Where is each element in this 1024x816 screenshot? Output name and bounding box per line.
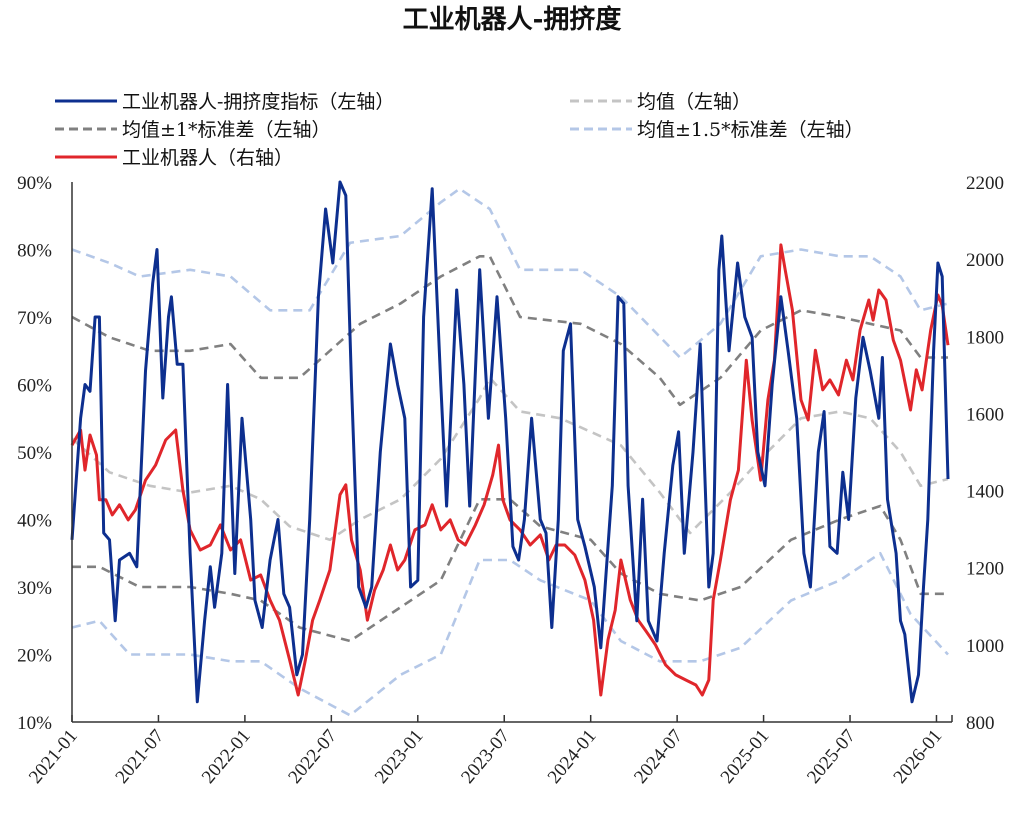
y-left-tick-label: 50% [17,443,52,464]
x-tick-label: 2024-07 [630,726,687,788]
x-tick-label: 2022-07 [284,726,341,788]
y-left-tick-label: 30% [17,578,52,599]
legend: 工业机器人-拥挤度指标（左轴） 工业机器人（右轴） 均值（左轴） 均值±1*标准差（左… [55,91,864,169]
y-right-tick-label: 1200 [966,559,1004,580]
y-left-tick-label: 40% [17,511,52,532]
series-line-1 [71,376,949,542]
y-right-tick-label: 1000 [966,636,1004,657]
legend-label: 工业机器人（右轴） [122,147,293,169]
y-right-tick-label: 2200 [966,173,1004,194]
series-layer [70,180,950,717]
y-left-tick-label: 80% [17,241,52,262]
chart-title: 工业机器人-拥挤度 [403,4,622,35]
x-tick-label: 2026-01 [890,726,947,788]
x-tick-label: 2021-07 [111,726,168,788]
y-right-tick-label: 1400 [966,482,1004,503]
y-left-tick-label: 60% [17,376,52,397]
x-tick-label: 2025-07 [803,726,860,788]
legend-label: 均值（左轴） [637,91,751,113]
y-right-tick-label: 1600 [966,404,1004,425]
series-line-2 [71,255,948,407]
legend-label: 均值±1*标准差（左轴） [122,119,331,141]
y-right-tick-label: 1800 [966,327,1004,348]
x-tick-label: 2021-01 [25,726,82,788]
legend-label: 均值±1.5*标准差（左轴） [637,119,864,141]
y-left-tick-label: 70% [17,308,52,329]
series-line-6 [70,243,950,697]
y-right-tick-label: 800 [966,713,995,734]
series-line-4 [71,187,949,359]
y-right-tick-label: 2000 [966,250,1004,271]
x-tick-label: 2023-07 [457,726,514,788]
x-tick-label: 2022-01 [198,726,255,788]
x-tick-label: 2023-01 [371,726,428,788]
series-line-5 [71,552,949,717]
y-left-tick-label: 90% [17,173,52,194]
x-tick-label: 2025-01 [717,726,774,788]
series-line-0 [70,180,950,704]
legend-label: 工业机器人-拥挤度指标（左轴） [122,91,394,113]
y-left-tick-label: 10% [17,713,52,734]
x-tick-label: 2024-01 [544,726,601,788]
y-left-tick-label: 20% [17,646,52,667]
